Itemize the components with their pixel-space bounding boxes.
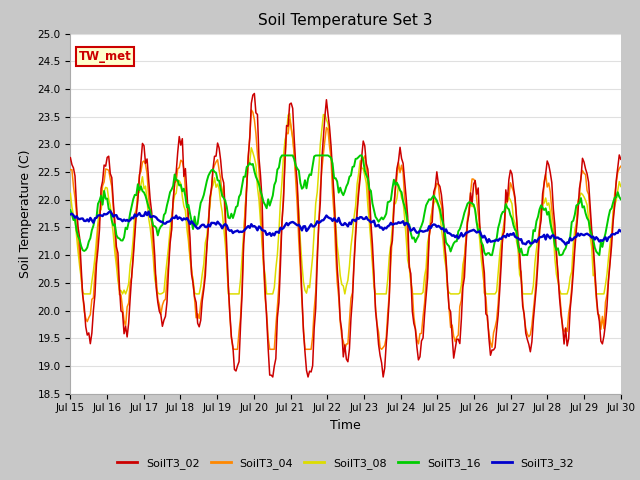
Y-axis label: Soil Temperature (C): Soil Temperature (C): [19, 149, 32, 278]
Title: Soil Temperature Set 3: Soil Temperature Set 3: [259, 13, 433, 28]
Text: TW_met: TW_met: [79, 50, 131, 63]
Legend: SoilT3_02, SoilT3_04, SoilT3_08, SoilT3_16, SoilT3_32: SoilT3_02, SoilT3_04, SoilT3_08, SoilT3_…: [113, 453, 579, 473]
X-axis label: Time: Time: [330, 419, 361, 432]
